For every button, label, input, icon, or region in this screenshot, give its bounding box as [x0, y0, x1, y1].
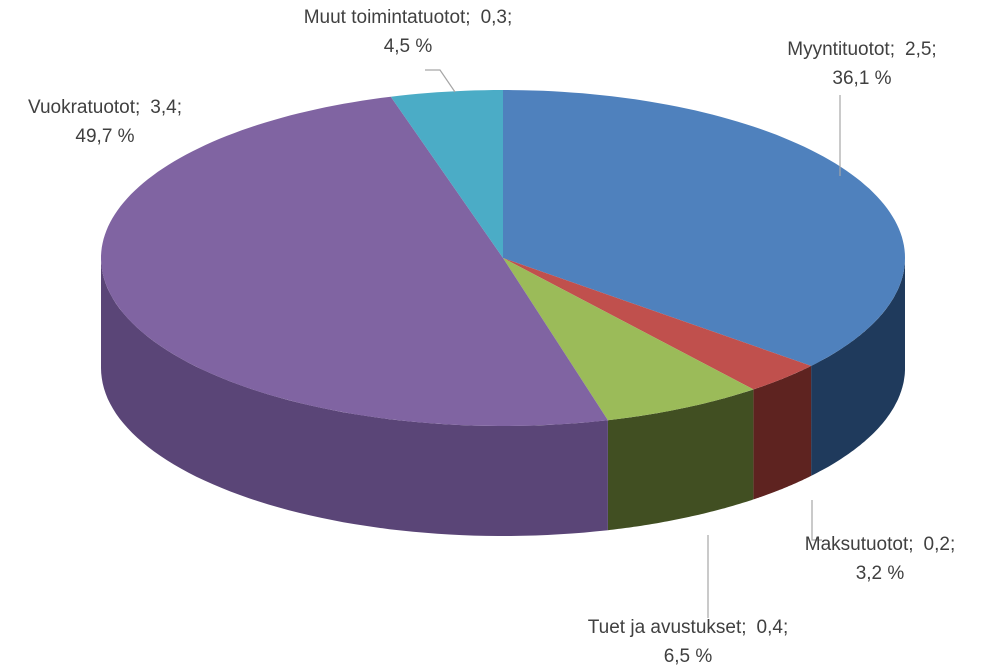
slice — [503, 90, 905, 366]
leader-line — [425, 69, 456, 93]
category-label: Muut toimintatuotot; — [304, 7, 471, 28]
category-label: Myyntituotot; — [787, 39, 895, 60]
amount-label: 0,3; — [481, 7, 513, 28]
data-label: Tuet ja avustukset; 0,4; — [588, 617, 788, 638]
slice — [390, 90, 503, 258]
value-label: 36,1 % — [832, 68, 891, 89]
category-label: Tuet ja avustukset; — [588, 617, 747, 638]
data-label: Vuokratuotot; 3,4; — [28, 97, 182, 118]
slice — [101, 96, 608, 426]
slice-side — [607, 389, 754, 531]
slice-side — [811, 258, 905, 476]
amount-label: 2,5; — [905, 39, 937, 60]
amount-label: 0,2; — [924, 534, 956, 555]
category-label: Vuokratuotot; — [28, 97, 140, 118]
slice-side — [101, 258, 608, 536]
data-label: Maksutuotot; 0,2; — [805, 534, 955, 555]
amount-label: 3,4; — [150, 97, 182, 118]
slice-side — [753, 365, 812, 500]
value-label: 6,5 % — [664, 646, 713, 667]
value-label: 3,2 % — [856, 563, 905, 584]
value-label: 49,7 % — [75, 126, 134, 147]
data-label: Myyntituotot; 2,5; — [787, 39, 936, 60]
data-label: Muut toimintatuotot; 0,3; — [304, 7, 513, 28]
leader-line — [811, 500, 822, 541]
amount-label: 0,4; — [757, 617, 789, 638]
slice — [503, 258, 754, 421]
value-label: 4,5 % — [384, 36, 433, 57]
slice — [503, 258, 812, 390]
category-label: Maksutuotot; — [805, 534, 914, 555]
